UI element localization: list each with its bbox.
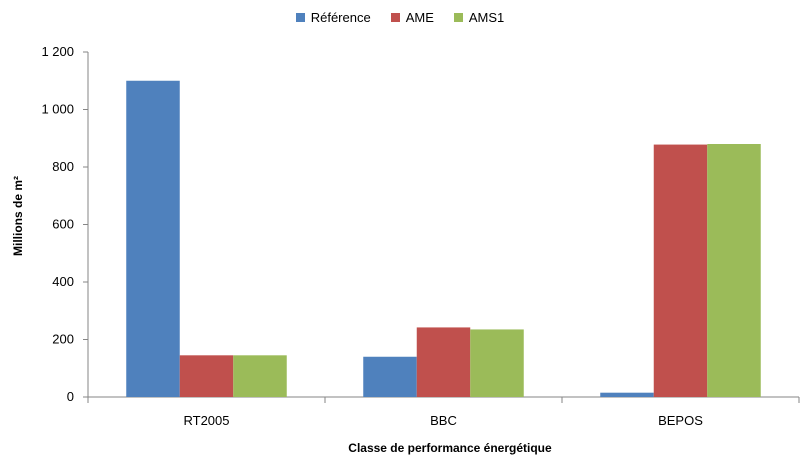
legend-item-reference: Référence	[295, 10, 371, 25]
y-axis-title: Millions de m²	[11, 176, 25, 256]
legend: Référence AME AMS1	[0, 10, 800, 25]
bar-ame-bbc	[416, 327, 471, 397]
bar-ame-rt2005	[179, 355, 234, 397]
bars	[126, 80, 761, 397]
legend-label-ame: AME	[405, 10, 434, 25]
x-tick-label: RT2005	[183, 413, 229, 428]
bar-ams1-bbc	[470, 329, 524, 397]
y-tick-label: 0	[67, 389, 74, 404]
bar-ams1-bepos	[707, 144, 761, 397]
legend-label-reference: Référence	[310, 10, 371, 25]
x-axis-title: Classe de performance énergétique	[348, 441, 552, 455]
axis-labels: 0 200 400 600 800 1 000 1 200 RT2005 BBC BEPOS	[41, 44, 703, 428]
legend-item-ams1: AMS1	[453, 10, 505, 25]
x-tick-label: BEPOS	[658, 413, 703, 428]
legend-swatch-ams1	[453, 13, 463, 22]
bar-rfrence-bbc	[363, 356, 417, 397]
y-tick-label: 1 200	[41, 44, 74, 59]
legend-swatch-reference	[295, 13, 305, 22]
legend-label-ams1: AMS1	[468, 10, 505, 25]
y-tick-label: 400	[52, 274, 74, 289]
bar-ams1-rt2005	[233, 355, 287, 397]
legend-item-ame: AME	[390, 10, 434, 25]
x-tick-label: BBC	[430, 413, 457, 428]
bar-rfrence-rt2005	[126, 80, 180, 397]
y-tick-label: 200	[52, 332, 74, 347]
bar-ame-bepos	[653, 144, 708, 397]
y-tick-label: 600	[52, 217, 74, 232]
legend-swatch-ame	[390, 13, 400, 22]
y-tick-label: 800	[52, 159, 74, 174]
y-tick-label: 1 000	[41, 102, 74, 117]
bar-rfrence-bepos	[600, 392, 654, 397]
